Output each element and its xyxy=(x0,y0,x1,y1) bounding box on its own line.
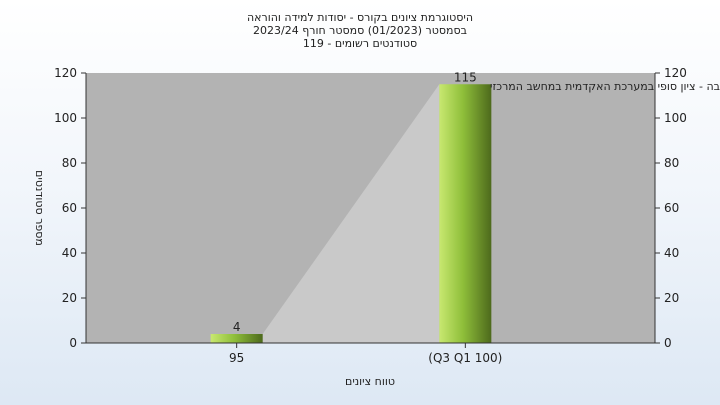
bar-connector-shade xyxy=(262,84,440,343)
y-tick-label-right-1: 20 xyxy=(664,291,679,305)
y-tick-label-right-0: 0 xyxy=(664,336,672,350)
y-tick-label-left-1: 20 xyxy=(62,291,77,305)
y-tick-label-left-3: 60 xyxy=(62,201,77,215)
x-tick-label-1: (Q3 Q1 100) xyxy=(428,351,502,365)
bar-value-label-0: 4 xyxy=(233,320,241,334)
chart-title-line-3: סטודנטים רשומים - 119 xyxy=(302,37,418,50)
y-tick-label-left-2: 40 xyxy=(62,246,77,260)
x-tick-label-0: 95 xyxy=(229,351,244,365)
y-tick-label-right-2: 40 xyxy=(664,246,679,260)
y-tick-label-right-5: 100 xyxy=(664,111,687,125)
y-tick-label-right-4: 80 xyxy=(664,156,679,170)
y-tick-label-right-6: 120 xyxy=(664,66,687,80)
x-axis-label: טווח ציונים xyxy=(345,375,395,388)
y-tick-label-left-4: 80 xyxy=(62,156,77,170)
chart-title-line-2: בסמסטר (01/2023) סמסטר חורף 2023/24 xyxy=(253,24,467,37)
bar-1 xyxy=(439,84,492,343)
chart-title-line-1: היסטוגרמת ציונים בקורס - יסודות למידה וה… xyxy=(246,11,474,24)
bar-0 xyxy=(210,334,263,343)
y-axis-label: מספר סטודנטים xyxy=(33,170,46,246)
bar-value-label-1: 115 xyxy=(454,70,477,84)
chart-annotation: בחשיבה - ציון סופי במערכת האקדמית במחשב … xyxy=(490,80,720,93)
y-tick-label-left-5: 100 xyxy=(54,111,77,125)
y-tick-label-left-0: 0 xyxy=(69,336,77,350)
y-tick-label-right-3: 60 xyxy=(664,201,679,215)
y-tick-label-left-6: 120 xyxy=(54,66,77,80)
